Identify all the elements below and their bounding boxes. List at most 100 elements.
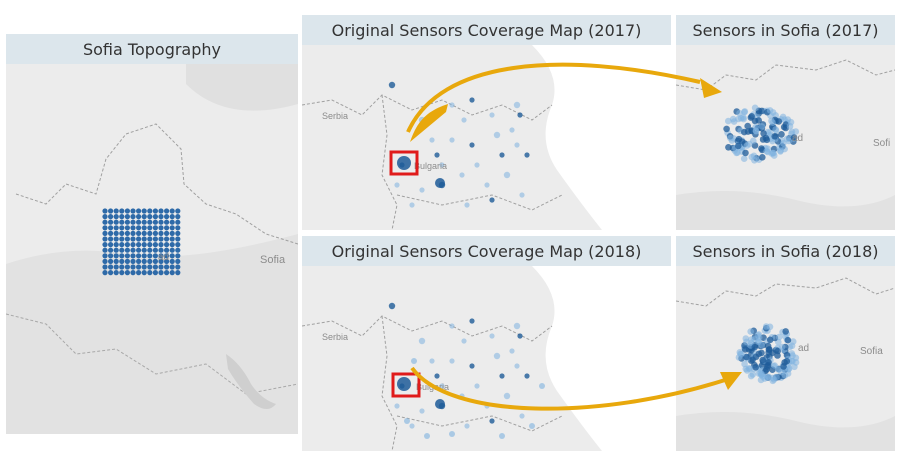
- grid-dot: [158, 253, 164, 259]
- grid-dot: [130, 242, 136, 248]
- panel-title: Sensors in Sofia (2017): [676, 15, 895, 45]
- sensor-dot: [469, 363, 475, 369]
- sensor-dot: [513, 101, 521, 109]
- grid-dot: [141, 225, 147, 231]
- panel-title: Sensors in Sofia (2018): [676, 236, 895, 266]
- sensor-dot: [758, 341, 765, 349]
- sensor-dot: [459, 393, 465, 399]
- sensor-dot: [429, 137, 435, 143]
- sensor-dot: [751, 104, 759, 112]
- sensor-dot: [723, 125, 730, 133]
- sensor-dot: [513, 322, 521, 330]
- sensor-dot: [459, 172, 465, 178]
- sensor-dot: [449, 358, 455, 364]
- sensor-dot: [388, 81, 396, 89]
- sensor-dot: [752, 364, 759, 371]
- grid-dot: [119, 264, 125, 270]
- grid-dot: [130, 225, 136, 231]
- sensor-dot: [509, 348, 515, 354]
- sensor-dot: [429, 358, 435, 364]
- sensor-dot: [781, 145, 788, 153]
- grid-dot: [152, 214, 158, 220]
- map-label-serbia: Serbia: [322, 332, 348, 342]
- sensor-dot: [734, 149, 741, 156]
- sensor-dot: [758, 145, 765, 152]
- grid-dot: [169, 225, 175, 231]
- sensor-dot: [783, 135, 791, 143]
- grid-dot: [124, 264, 130, 270]
- sensor-dot: [489, 197, 495, 203]
- grid-dot: [147, 270, 153, 276]
- grid-dot: [147, 236, 153, 242]
- map-label-serbia: Serbia: [322, 111, 348, 121]
- grid-dot: [158, 247, 164, 253]
- sensor-dot: [775, 333, 783, 341]
- sensor-dot: [751, 343, 759, 351]
- grid-dot: [152, 219, 158, 225]
- grid-dot: [108, 242, 114, 248]
- map-label-bulgaria: Bulgaria: [414, 161, 447, 171]
- grid-dot: [136, 219, 142, 225]
- sensor-dot: [765, 359, 772, 366]
- grid-dot: [141, 258, 147, 264]
- sensor-dot: [749, 356, 756, 364]
- grid-dot: [124, 258, 130, 264]
- grid-dot: [136, 225, 142, 231]
- grid-dot: [175, 236, 181, 242]
- grid-dot: [152, 264, 158, 270]
- sensor-dot: [493, 131, 501, 139]
- sensor-dot: [474, 383, 480, 389]
- sensor-dot: [489, 112, 495, 118]
- grid-dot: [113, 225, 119, 231]
- grid-dot: [102, 258, 108, 264]
- panel-title: Original Sensors Coverage Map (2018): [302, 236, 671, 266]
- grid-dot: [124, 247, 130, 253]
- sensor-dot: [418, 116, 426, 124]
- grid-dot: [147, 208, 153, 214]
- grid-dot: [169, 236, 175, 242]
- sensor-dot: [759, 356, 766, 364]
- grid-dot: [119, 225, 125, 231]
- sensor-dot: [449, 431, 455, 437]
- sensor-dot: [741, 360, 748, 368]
- coverage-map-2017-panel: Original Sensors Coverage Map (2017) Ser…: [302, 15, 671, 230]
- grid-dot: [158, 242, 164, 248]
- grid-dot: [152, 236, 158, 242]
- sensor-dot: [503, 171, 511, 179]
- sensor-dot: [517, 333, 523, 339]
- grid-dot: [164, 219, 170, 225]
- sensor-dot: [449, 102, 455, 108]
- coverage-map-2018-panel: Original Sensors Coverage Map (2018) Ser…: [302, 236, 671, 451]
- grid-dot: [158, 270, 164, 276]
- sensor-dot: [759, 154, 766, 161]
- grid-dot: [119, 214, 125, 220]
- grid-dot: [152, 208, 158, 214]
- grid-dot: [169, 242, 175, 248]
- grid-dot: [169, 264, 175, 270]
- sensor-dot: [725, 117, 732, 125]
- grid-dot: [141, 242, 147, 248]
- sensor-dot: [752, 123, 759, 131]
- grid-dot: [169, 247, 175, 253]
- grid-dot: [164, 270, 170, 276]
- grid-dot: [175, 219, 181, 225]
- grid-dot: [175, 264, 181, 270]
- grid-dot: [175, 208, 181, 214]
- grid-dot: [136, 230, 142, 236]
- sensor-dot: [419, 187, 425, 193]
- grid-dot: [130, 214, 136, 220]
- grid-dot: [130, 208, 136, 214]
- sensor-dots: [723, 104, 800, 164]
- grid-dot: [113, 219, 119, 225]
- sensor-dot: [754, 332, 762, 339]
- grid-dot: [158, 214, 164, 220]
- grid-dot: [108, 270, 114, 276]
- sensor-dot: [787, 118, 795, 126]
- sensor-dot: [484, 403, 490, 409]
- grid-dot: [119, 230, 125, 236]
- sensor-dot: [469, 142, 475, 148]
- sensor-cluster: [397, 156, 411, 170]
- grid-dot: [124, 270, 130, 276]
- sensor-dot: [765, 349, 772, 356]
- map-label-bulgaria: Bulgaria: [416, 382, 449, 392]
